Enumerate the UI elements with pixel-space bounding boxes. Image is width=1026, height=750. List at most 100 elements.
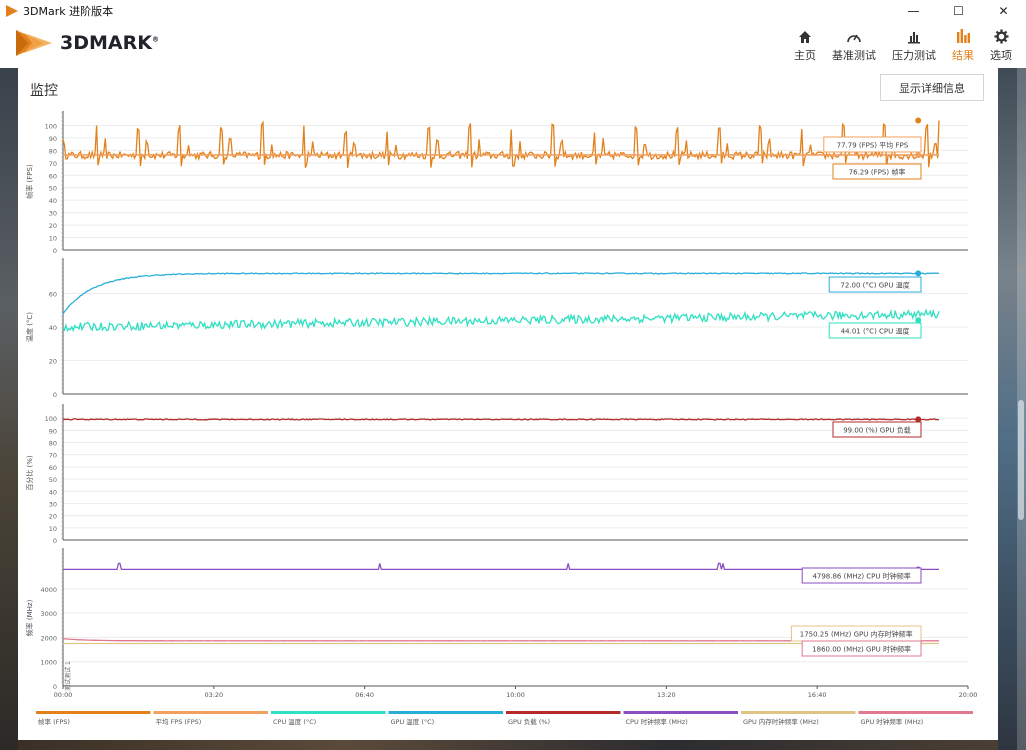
y-tick-label: 2000	[40, 634, 57, 642]
chart-annotation: 测试测试 1	[64, 661, 72, 691]
window-titlebar: 3DMark 进阶版本 — ☐ ✕	[0, 0, 1026, 23]
gear-icon	[993, 29, 1009, 44]
x-tick-label: 06:40	[355, 691, 374, 699]
series-end-marker	[915, 270, 922, 277]
nav-item-label: 选项	[990, 49, 1012, 62]
legend-label: GPU 时钟频率 (MHz)	[861, 717, 924, 726]
nav-item-results[interactable]: 结果	[944, 26, 982, 63]
y-axis-label: 温度 (°C)	[25, 312, 34, 342]
scrollbar-thumb[interactable]	[1018, 400, 1024, 520]
minimize-button[interactable]: —	[907, 4, 920, 18]
nav-item-stress-tests[interactable]: 压力测试	[884, 26, 944, 63]
page-title: 监控	[30, 83, 58, 99]
series-end-marker	[915, 151, 922, 158]
y-tick-label: 60	[49, 172, 57, 180]
nav-item-label: 压力测试	[892, 49, 936, 62]
value-label-box	[801, 640, 922, 657]
nav-item-home[interactable]: 主页	[786, 26, 824, 63]
bar-chart-icon	[908, 32, 920, 44]
legend-label: CPU 时钟频率 (MHz)	[626, 717, 688, 726]
y-tick-label: 40	[49, 488, 57, 496]
logo-wordmark: 3DMARK®	[60, 32, 159, 54]
legend-label: 帧率 (FPS)	[38, 717, 70, 726]
monitoring-panel: 监控 显示详细信息 0 10 20 30 40 50 60 70 80 90 100 帧率 (FPS)…	[18, 68, 998, 740]
value-label-text: 1860.00 (MHz) GPU 时钟频率	[812, 645, 911, 654]
y-tick-label: 3000	[40, 610, 57, 618]
x-tick-label: 20:00	[959, 691, 978, 699]
y-tick-label: 20	[49, 513, 57, 521]
y-tick-label: 0	[53, 391, 57, 399]
legend-swatch	[271, 711, 386, 714]
gauge-icon	[847, 34, 861, 43]
y-tick-label: 10	[49, 525, 57, 533]
legend-swatch	[623, 711, 738, 714]
background-image-bottom	[18, 740, 998, 750]
y-tick-label: 50	[49, 476, 57, 484]
value-label-box	[828, 276, 922, 293]
legend-swatch	[741, 711, 856, 714]
value-label-box	[828, 322, 922, 339]
nav-item-label: 主页	[794, 49, 816, 62]
show-details-button[interactable]: 显示详细信息	[880, 74, 984, 101]
y-tick-label: 90	[49, 427, 57, 435]
legend-swatch	[506, 711, 621, 714]
y-tick-label: 40	[49, 324, 57, 332]
x-tick-label: 10:00	[506, 691, 525, 699]
maximize-button[interactable]: ☐	[953, 4, 964, 18]
x-tick-label: 13:20	[657, 691, 676, 699]
y-tick-label: 20	[49, 222, 57, 230]
nav-item-options[interactable]: 选项	[982, 26, 1020, 63]
3dmark-wing-logo-icon	[16, 30, 52, 56]
series-end-marker	[915, 117, 922, 124]
y-tick-label: 70	[49, 452, 57, 460]
home-icon	[799, 31, 811, 43]
value-label-text: 1750.25 (MHz) GPU 内存时钟频率	[800, 630, 913, 639]
series-line	[63, 562, 939, 571]
y-tick-label: 0	[53, 247, 57, 255]
value-label-box	[832, 421, 922, 438]
value-label-text: 44.01 (°C) CPU 温度	[841, 327, 910, 336]
window-controls: — ☐ ✕	[891, 0, 1026, 22]
value-label-text: 99.00 (%) GPU 负载	[843, 426, 911, 435]
series-line	[62, 120, 940, 168]
legend-swatch	[36, 711, 151, 714]
series-line	[62, 308, 940, 333]
value-label-text: 72.00 (°C) GPU 温度	[840, 281, 909, 290]
series-line	[62, 418, 940, 421]
y-tick-label: 30	[49, 210, 57, 218]
value-label-text: 4798.86 (MHz) CPU 时钟频率	[812, 572, 910, 581]
y-tick-label: 50	[49, 185, 57, 193]
value-label-text: 76.29 (FPS) 帧率	[849, 168, 906, 177]
legend-swatch	[858, 711, 973, 714]
y-axis-label: 帧率 (FPS)	[25, 164, 34, 199]
y-tick-label: 10	[49, 235, 57, 243]
y-tick-label: 70	[49, 160, 57, 168]
series-line	[62, 272, 940, 315]
background-image-left	[0, 68, 18, 750]
app-logo: 3DMARK®	[14, 28, 159, 58]
close-button[interactable]: ✕	[998, 4, 1009, 18]
y-tick-label: 20	[49, 358, 57, 366]
legend-label: GPU 负载 (%)	[508, 717, 550, 726]
x-tick-label: 03:20	[204, 691, 223, 699]
legend-label: GPU 温度 (°C)	[391, 717, 435, 726]
y-tick-label: 100	[45, 415, 57, 423]
value-label-text: 77.79 (FPS) 平均 FPS	[837, 141, 909, 150]
legend-label: GPU 内存时钟频率 (MHz)	[743, 717, 819, 726]
x-tick-label: 00:00	[54, 691, 73, 699]
y-axis-label: 百分比 (%)	[25, 455, 34, 491]
nav-item-label: 基准测试	[832, 49, 876, 62]
series-end-marker	[915, 416, 922, 423]
y-tick-label: 60	[49, 291, 57, 299]
value-label-box	[832, 163, 922, 180]
x-tick-label: 16:40	[808, 691, 827, 699]
nav-item-benchmarks[interactable]: 基准测试	[824, 26, 884, 63]
window-title: 3DMark 进阶版本	[23, 5, 114, 18]
value-label-box	[823, 136, 922, 153]
y-tick-label: 40	[49, 197, 57, 205]
y-tick-label: 60	[49, 464, 57, 472]
y-tick-label: 0	[53, 537, 57, 545]
y-axis-label: 频率 (MHz)	[25, 599, 34, 636]
legend-swatch	[388, 711, 503, 714]
app-header: 3DMARK® 主页 基准测试 压力测试 结果 选项	[0, 22, 1026, 68]
